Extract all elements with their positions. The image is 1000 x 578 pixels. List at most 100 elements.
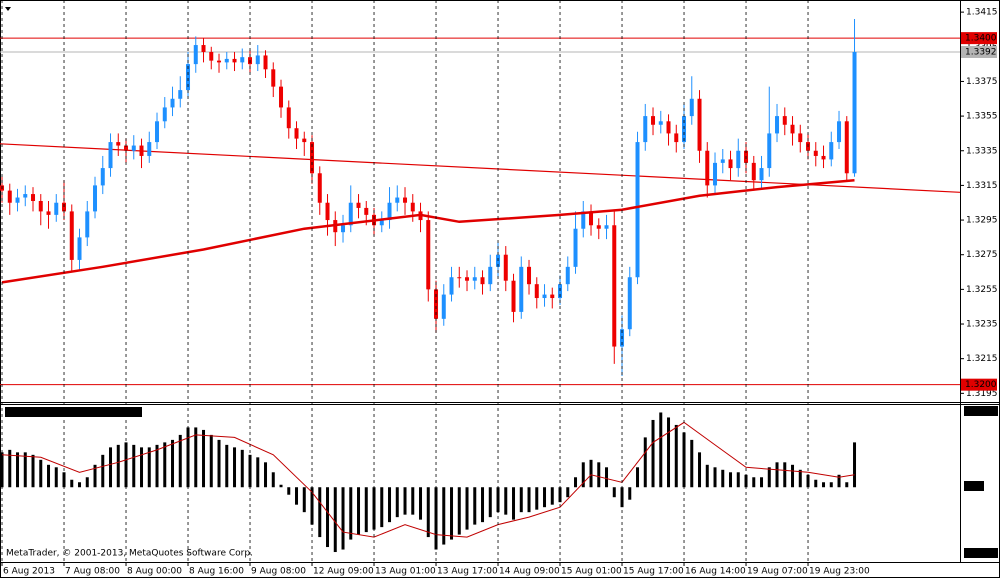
price-tag — [961, 378, 997, 391]
candle-body — [23, 194, 28, 198]
candle-body — [852, 51, 857, 174]
candle-body — [697, 98, 702, 151]
histogram-bar — [504, 487, 508, 515]
candle-body — [240, 57, 245, 63]
y-tick-label: 1.3275 — [966, 250, 998, 260]
candle-body — [255, 55, 260, 65]
histogram-bar — [589, 459, 593, 488]
candle-body — [139, 145, 144, 156]
x-tick-label: 13 Aug 01:00 — [375, 567, 436, 577]
candle-body — [178, 90, 183, 99]
candle-body — [54, 202, 59, 215]
candle-body — [124, 145, 129, 151]
candle-body — [689, 98, 694, 117]
candle-body — [193, 45, 198, 65]
candle-body — [627, 277, 632, 330]
candle-body — [263, 55, 268, 70]
candle-body — [379, 220, 384, 226]
histogram-bar — [628, 487, 632, 500]
histogram-bar — [248, 454, 252, 488]
histogram-bar — [155, 444, 159, 488]
histogram-bar — [426, 487, 430, 538]
candle-body — [457, 277, 462, 279]
histogram-bar — [39, 459, 43, 488]
histogram-bar — [419, 487, 423, 520]
candle-body — [93, 185, 98, 212]
histogram-bar — [457, 487, 461, 535]
histogram-bar — [481, 487, 485, 523]
x-tick-label: 19 Aug 23:00 — [809, 567, 870, 577]
candle-body — [558, 284, 563, 299]
candle-body — [286, 107, 291, 129]
price-tag-label: 1.3392 — [965, 47, 997, 57]
menu-arrow[interactable] — [5, 7, 11, 11]
candle-body — [62, 202, 67, 212]
candle-body — [612, 225, 617, 347]
y-tick-label: 1.3195 — [966, 389, 998, 399]
candle-body — [341, 225, 346, 233]
histogram-bar — [690, 439, 694, 488]
x-tick-label: 8 Aug 00:00 — [127, 567, 182, 577]
y-tick-label: 1.3235 — [966, 320, 998, 330]
histogram-bar — [333, 487, 337, 553]
x-tick-label: 8 Aug 16:00 — [189, 567, 244, 577]
candle-body — [108, 142, 113, 169]
histogram-bar — [364, 487, 368, 533]
candle-body — [77, 237, 82, 260]
candle-body — [224, 58, 229, 63]
indicator-window — [0, 412, 857, 553]
histogram-bar — [240, 449, 244, 488]
price-tag-label: 1.3400 — [965, 34, 997, 44]
histogram-bar — [612, 487, 616, 498]
histogram-bar — [822, 482, 826, 488]
candle-body — [325, 202, 330, 221]
histogram-bar — [450, 487, 454, 540]
histogram-bar — [85, 477, 89, 488]
candle-body — [434, 289, 439, 319]
candle-body — [387, 202, 392, 221]
candle-body — [348, 202, 353, 226]
indicator-scale-redacted — [964, 481, 984, 491]
histogram-bar — [767, 467, 771, 488]
candle-body — [503, 254, 508, 281]
candle-body — [542, 294, 547, 299]
candle-body — [844, 121, 849, 174]
candle-body — [666, 121, 671, 134]
candle-body — [813, 150, 818, 156]
candle-body — [279, 86, 284, 108]
candle-body — [767, 133, 772, 169]
histogram-bar — [318, 487, 322, 538]
price-tag — [961, 45, 997, 58]
histogram-bar — [465, 487, 469, 530]
candle-body — [480, 277, 485, 285]
candle-body — [759, 168, 764, 181]
candle-body — [100, 168, 105, 186]
histogram-bar — [395, 487, 399, 518]
histogram-bar — [202, 429, 206, 488]
candle-body — [46, 211, 51, 215]
candle-body — [209, 51, 214, 61]
candle-body — [201, 45, 206, 52]
y-tick-label: 1.3315 — [966, 181, 998, 191]
candle-body — [147, 142, 152, 156]
histogram-bar — [403, 487, 407, 515]
candle-body — [426, 220, 431, 290]
histogram-bar — [411, 487, 415, 515]
histogram-bar — [388, 487, 392, 523]
candle-body — [651, 116, 656, 125]
histogram-bar — [78, 482, 82, 488]
candle-body — [534, 284, 539, 299]
candle-body — [294, 128, 299, 139]
y-tick-label: 1.3255 — [966, 285, 998, 295]
copyright: MetaTrader, © 2001-2013, MetaQuotes Soft… — [6, 549, 253, 559]
y-tick-label: 1.3415 — [966, 8, 998, 18]
candle-body — [728, 159, 733, 169]
candle-body — [38, 201, 43, 212]
candle-body — [736, 150, 741, 169]
indicator-scale-redacted — [964, 406, 998, 416]
candle-body — [829, 142, 834, 160]
histogram-bar — [713, 467, 717, 488]
candle-body — [488, 266, 493, 285]
histogram-bar — [47, 464, 51, 488]
